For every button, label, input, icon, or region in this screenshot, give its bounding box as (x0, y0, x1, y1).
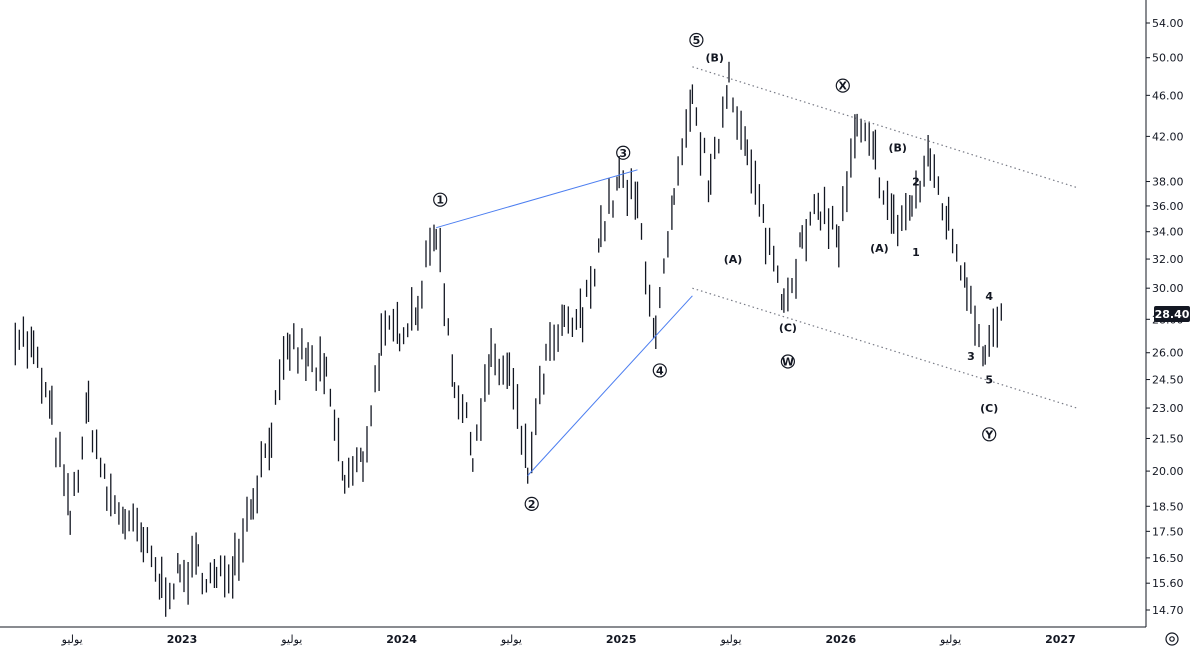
wave-label: (B) (705, 52, 723, 65)
last-price-label: 28.40 (1155, 308, 1190, 321)
time-tick-label: 2024 (386, 633, 417, 646)
price-tick-label: 54.00 (1152, 17, 1184, 30)
wave-label: 3 (967, 350, 975, 363)
wave-label: (A) (870, 242, 889, 255)
price-tick-label: 38.00 (1152, 176, 1184, 189)
wave-label-circle (616, 145, 631, 160)
channel-lower (692, 287, 1077, 409)
wave-2-4-line (527, 295, 693, 476)
price-tick-label: 14.70 (1152, 604, 1184, 617)
price-tick-label: 17.50 (1152, 525, 1184, 538)
last-price-box (1154, 306, 1190, 322)
time-tick-label: يوليو (719, 633, 741, 646)
wave-label: 5 (693, 34, 701, 47)
time-tick-label: يوليو (939, 633, 961, 646)
time-tick-label: 2023 (167, 633, 198, 646)
price-tick-label: 15.60 (1152, 577, 1184, 590)
price-tick-label: 26.00 (1152, 347, 1184, 360)
time-tick-label: يوليو (280, 633, 302, 646)
trend-lines (436, 66, 1077, 476)
wave-1-3-line (436, 169, 638, 229)
wave-label-circle (433, 192, 448, 207)
gear-icon[interactable] (1162, 630, 1182, 648)
wave-label: X (839, 80, 848, 93)
time-tick-label: يوليو (61, 633, 83, 646)
wave-label: (A) (724, 253, 743, 266)
price-tick-label: 36.00 (1152, 200, 1184, 213)
price-tick-label: 23.00 (1152, 402, 1184, 415)
wave-label: 1 (436, 194, 444, 207)
wave-label: 2 (912, 176, 920, 189)
wave-label: 4 (985, 290, 993, 303)
time-tick-label: يوليو (500, 633, 522, 646)
channel-upper (692, 66, 1077, 189)
wave-label: Y (984, 428, 994, 441)
wave-label: (C) (779, 321, 797, 334)
time-tick-label: 2025 (606, 633, 637, 646)
wave-label-circle (982, 427, 997, 442)
wave-label: 1 (912, 246, 920, 259)
price-tick-label: 24.50 (1152, 374, 1184, 387)
price-tick-label: 50.00 (1152, 52, 1184, 65)
wave-label: 4 (656, 364, 664, 377)
wave-label-circle (835, 78, 850, 93)
gear-icon-glyph (1165, 632, 1179, 646)
time-tick-label: 2026 (825, 633, 856, 646)
price-tick-label: 21.50 (1152, 432, 1184, 445)
price-tick-label: 46.00 (1152, 89, 1184, 102)
price-axis[interactable]: 54.00 50.00 46.00 42.00 38.00 36.00 34.00 32.00… (1145, 0, 1184, 627)
price-tick-label: 20.00 (1152, 465, 1184, 478)
wave-label: (B) (888, 141, 906, 154)
price-tick-label: 32.00 (1152, 253, 1184, 266)
time-tick-label: 2027 (1045, 633, 1076, 646)
wave-labels: 1 2 3 4 5 (B) (A) (C) W X (A) (B) 1 2 3 4 5 (C) Y (433, 32, 998, 511)
wave-label: 5 (985, 374, 993, 387)
price-tick-label: 34.00 (1152, 226, 1184, 239)
price-tick-label: 18.50 (1152, 500, 1184, 513)
wave-label-circle (524, 496, 539, 511)
wave-label-circle (780, 354, 796, 369)
wave-label: 2 (528, 498, 536, 511)
time-axis[interactable]: يوليو 2023 يوليو 2024 يوليو 2025 يوليو 2026 يولي… (0, 626, 1146, 646)
wave-label: 3 (619, 147, 627, 160)
price-tick-label: 16.50 (1152, 552, 1184, 565)
price-tick-label: 42.00 (1152, 130, 1184, 143)
last-price-marker: 28.40 (1154, 306, 1190, 322)
wave-label-circle (652, 363, 667, 378)
wave-label: W (782, 355, 794, 368)
wave-label: (C) (980, 402, 998, 415)
price-tick-label: 30.00 (1152, 282, 1184, 295)
wave-label-circle (689, 32, 704, 48)
price-bars (14, 61, 1002, 617)
